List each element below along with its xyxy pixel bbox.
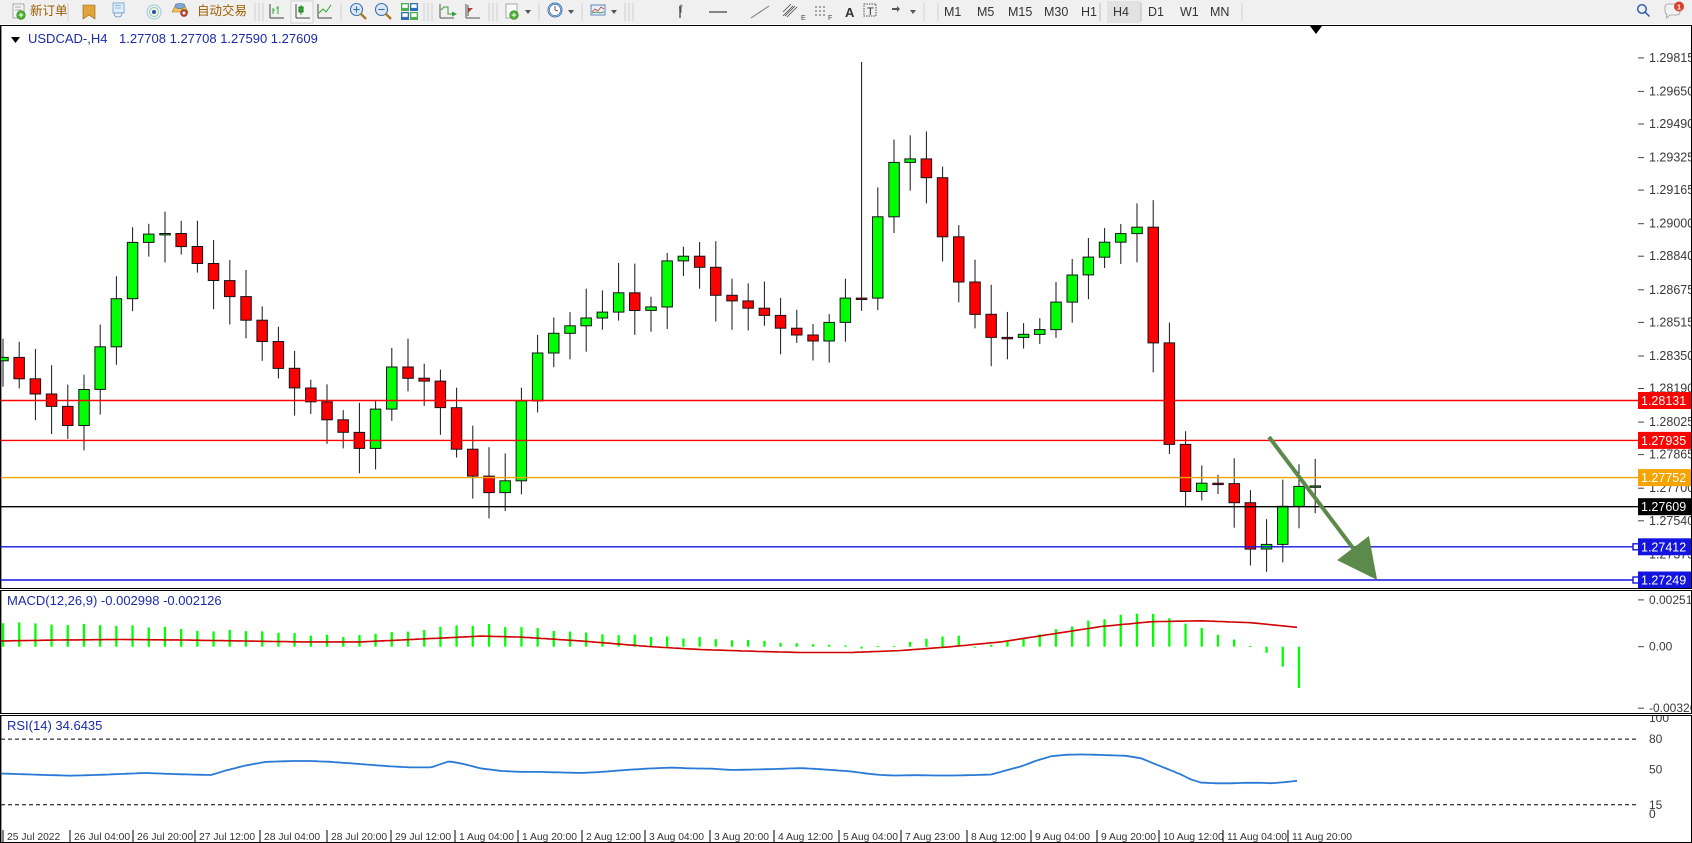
svg-text:7 Aug 23:00: 7 Aug 23:00 bbox=[905, 832, 960, 843]
svg-text:100: 100 bbox=[1649, 716, 1669, 725]
svg-text:新订单: 新订单 bbox=[30, 3, 68, 18]
svg-text:1.27935: 1.27935 bbox=[1641, 434, 1686, 448]
svg-text:28 Jul 20:00: 28 Jul 20:00 bbox=[331, 832, 387, 843]
svg-text:MN: MN bbox=[1210, 5, 1229, 19]
svg-text:11 Aug 20:00: 11 Aug 20:00 bbox=[1292, 832, 1352, 843]
svg-text:3 Aug 04:00: 3 Aug 04:00 bbox=[649, 832, 704, 843]
svg-text:2 Aug 12:00: 2 Aug 12:00 bbox=[586, 832, 641, 843]
svg-text:RSI(14) 34.6435: RSI(14) 34.6435 bbox=[7, 718, 102, 733]
svg-text:28 Jul 04:00: 28 Jul 04:00 bbox=[264, 832, 320, 843]
svg-text:-0.003260: -0.003260 bbox=[1649, 701, 1692, 714]
svg-text:1.29490: 1.29490 bbox=[1649, 117, 1692, 131]
svg-text:8 Aug 12:00: 8 Aug 12:00 bbox=[971, 832, 1026, 843]
svg-text:1.28025: 1.28025 bbox=[1649, 415, 1692, 429]
svg-text:USDCAD-,H4: USDCAD-,H4 bbox=[28, 31, 107, 46]
svg-text:M15: M15 bbox=[1008, 5, 1032, 19]
svg-text:1.28131: 1.28131 bbox=[1641, 394, 1686, 408]
svg-text:1.27708 1.27708 1.27590 1.2760: 1.27708 1.27708 1.27590 1.27609 bbox=[119, 31, 318, 46]
svg-text:1.27752: 1.27752 bbox=[1641, 471, 1686, 485]
svg-text:E: E bbox=[801, 15, 806, 22]
svg-text:1.27540: 1.27540 bbox=[1649, 514, 1692, 528]
svg-text:1.27249: 1.27249 bbox=[1641, 574, 1686, 588]
svg-text:1.29325: 1.29325 bbox=[1649, 151, 1692, 165]
svg-text:5 Aug 04:00: 5 Aug 04:00 bbox=[843, 832, 898, 843]
svg-text:M1: M1 bbox=[944, 5, 961, 19]
svg-text:M5: M5 bbox=[977, 5, 994, 19]
svg-text:1.27865: 1.27865 bbox=[1649, 448, 1692, 462]
svg-text:1.29650: 1.29650 bbox=[1649, 84, 1692, 98]
svg-text:1.28840: 1.28840 bbox=[1649, 249, 1692, 263]
svg-text:29 Jul 12:00: 29 Jul 12:00 bbox=[395, 832, 451, 843]
svg-text:9 Aug 20:00: 9 Aug 20:00 bbox=[1101, 832, 1156, 843]
svg-text:0.00: 0.00 bbox=[1649, 640, 1673, 654]
svg-text:9 Aug 04:00: 9 Aug 04:00 bbox=[1035, 832, 1090, 843]
svg-text:1 Aug 04:00: 1 Aug 04:00 bbox=[459, 832, 514, 843]
svg-text:4 Aug 12:00: 4 Aug 12:00 bbox=[778, 832, 833, 843]
svg-text:3 Aug 20:00: 3 Aug 20:00 bbox=[714, 832, 769, 843]
svg-text:1.29815: 1.29815 bbox=[1649, 51, 1692, 65]
svg-text:M30: M30 bbox=[1044, 5, 1068, 19]
svg-text:10 Aug 12:00: 10 Aug 12:00 bbox=[1163, 832, 1224, 843]
svg-text:A: A bbox=[845, 5, 855, 20]
svg-text:T: T bbox=[867, 6, 874, 18]
svg-text:25 Jul 2022: 25 Jul 2022 bbox=[7, 832, 61, 843]
svg-text:1.27412: 1.27412 bbox=[1641, 540, 1686, 554]
svg-text:0: 0 bbox=[1649, 807, 1656, 821]
svg-text:W1: W1 bbox=[1180, 5, 1199, 19]
svg-text:1.27609: 1.27609 bbox=[1641, 500, 1686, 514]
svg-text:27 Jul 12:00: 27 Jul 12:00 bbox=[199, 832, 255, 843]
svg-text:26 Jul 04:00: 26 Jul 04:00 bbox=[74, 832, 130, 843]
svg-text:50: 50 bbox=[1649, 762, 1663, 776]
svg-text:D1: D1 bbox=[1148, 5, 1164, 19]
svg-text:1.29165: 1.29165 bbox=[1649, 183, 1692, 197]
svg-text:80: 80 bbox=[1649, 732, 1663, 746]
svg-text:H1: H1 bbox=[1081, 5, 1097, 19]
svg-text:1 Aug 20:00: 1 Aug 20:00 bbox=[522, 832, 577, 843]
svg-text:MACD(12,26,9) -0.002998 -0.002: MACD(12,26,9) -0.002998 -0.002126 bbox=[7, 593, 222, 608]
svg-text:1: 1 bbox=[1677, 2, 1681, 11]
svg-text:自动交易: 自动交易 bbox=[197, 3, 247, 18]
svg-text:1.28515: 1.28515 bbox=[1649, 315, 1692, 329]
svg-text:H4: H4 bbox=[1113, 5, 1129, 19]
svg-text:26 Jul 20:00: 26 Jul 20:00 bbox=[137, 832, 193, 843]
svg-text:11 Aug 04:00: 11 Aug 04:00 bbox=[1227, 832, 1287, 843]
svg-text:0.002512: 0.002512 bbox=[1649, 593, 1692, 607]
svg-text:1.29000: 1.29000 bbox=[1649, 217, 1692, 231]
svg-text:1.28350: 1.28350 bbox=[1649, 349, 1692, 363]
svg-text:1.28675: 1.28675 bbox=[1649, 283, 1692, 297]
svg-text:F: F bbox=[828, 15, 832, 22]
